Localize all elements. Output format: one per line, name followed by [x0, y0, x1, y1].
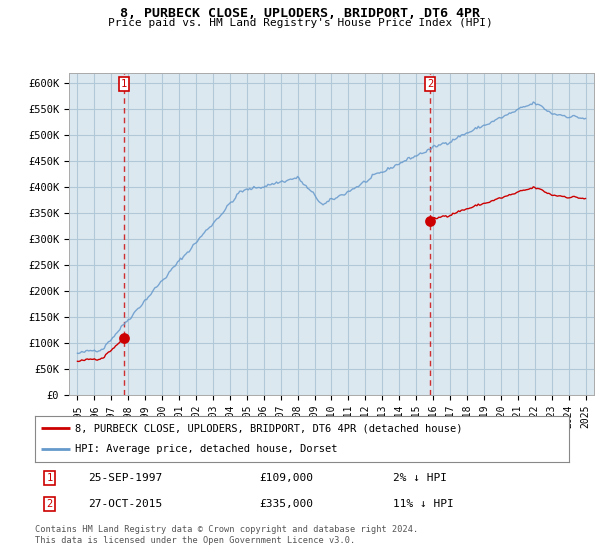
Text: 2: 2: [427, 79, 433, 89]
Text: £335,000: £335,000: [259, 499, 313, 509]
Text: 25-SEP-1997: 25-SEP-1997: [88, 473, 163, 483]
Point: [119, 334, 129, 343]
Text: 8, PURBECK CLOSE, UPLODERS, BRIDPORT, DT6 4PR (detached house): 8, PURBECK CLOSE, UPLODERS, BRIDPORT, DT…: [75, 423, 463, 433]
Text: 2: 2: [47, 499, 53, 509]
Text: 8, PURBECK CLOSE, UPLODERS, BRIDPORT, DT6 4PR: 8, PURBECK CLOSE, UPLODERS, BRIDPORT, DT…: [120, 7, 480, 20]
Text: Price paid vs. HM Land Registry's House Price Index (HPI): Price paid vs. HM Land Registry's House …: [107, 18, 493, 28]
Text: 27-OCT-2015: 27-OCT-2015: [88, 499, 163, 509]
Text: 11% ↓ HPI: 11% ↓ HPI: [392, 499, 454, 509]
Text: HPI: Average price, detached house, Dorset: HPI: Average price, detached house, Dors…: [75, 445, 337, 455]
Text: 2% ↓ HPI: 2% ↓ HPI: [392, 473, 446, 483]
Text: 1: 1: [121, 79, 127, 89]
Text: Contains HM Land Registry data © Crown copyright and database right 2024.
This d: Contains HM Land Registry data © Crown c…: [35, 525, 418, 545]
Point: [425, 216, 435, 225]
Text: 1: 1: [47, 473, 53, 483]
Text: £109,000: £109,000: [259, 473, 313, 483]
